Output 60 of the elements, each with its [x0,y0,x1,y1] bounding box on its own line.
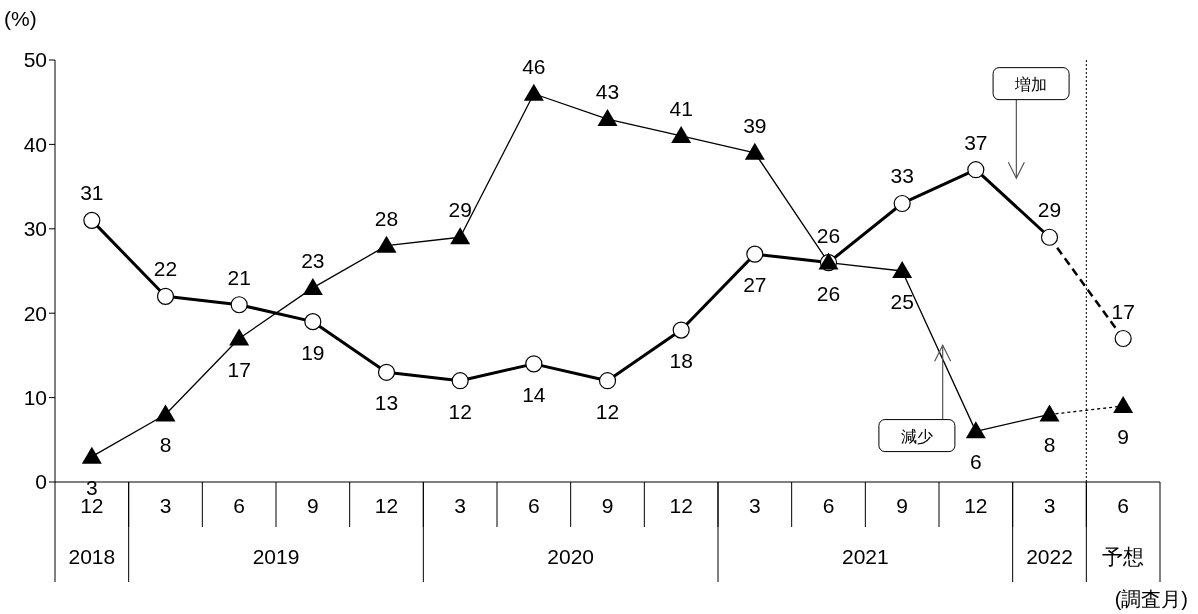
text: 増加 [1014,75,1048,93]
data-label: 6 [969,450,982,474]
y-axis-title: (%) [4,7,37,30]
data-label: 41 [669,96,693,120]
data-label: 8 [159,433,172,457]
x-tick-label: 3 [454,493,467,517]
x-tick-label: 12 [669,493,693,517]
text: (調査月) [1114,588,1188,610]
data-label: 22 [153,257,178,281]
x-tick-label: 9 [601,493,614,517]
data-label: 12 [448,399,472,423]
x-tick-label: 3 [748,493,761,517]
text: 2018 [68,545,116,568]
x-tick-label: 9 [896,493,909,517]
data-label: 27 [743,273,767,297]
data-label: 37 [964,130,988,154]
x-tick-label: 12 [964,493,988,517]
data-label: 26 [816,223,841,247]
data-label: 17 [1111,299,1135,323]
data-label: 21 [227,265,251,289]
text: 減少 [900,427,933,445]
y-tick-label: 30 [23,217,47,241]
data-label: 12 [595,399,620,423]
data-label: 46 [522,54,546,78]
data-label: 18 [669,349,693,373]
x-tick-label: 3 [1043,493,1056,517]
data-label: 26 [816,281,841,305]
data-label: 8 [1043,433,1056,457]
text: 2019 [252,545,300,568]
data-label: 13 [374,391,399,415]
x-tick-label: 6 [233,493,246,517]
y-tick-label: 10 [23,386,47,410]
text: 2022 [1026,545,1073,568]
x-tick-label: 12 [374,493,399,517]
data-label: 17 [227,357,251,381]
y-tick-label: 0 [35,470,47,494]
y-tick-label: 50 [23,48,47,72]
y-tick-label: 20 [23,301,47,325]
data-label: 39 [743,113,767,137]
x-tick-label: 9 [306,493,319,517]
x-tick-label: 6 [822,493,835,517]
text: 予想 [1102,545,1145,568]
data-label: 43 [595,80,620,104]
y-tick-label: 40 [23,132,47,156]
data-label: 29 [448,198,472,222]
x-tick-label: 3 [159,493,172,517]
data-label: 23 [301,248,325,272]
data-label: 33 [890,164,914,188]
x-tick-label: 6 [527,493,540,517]
data-label: 31 [80,181,104,205]
data-label: 19 [301,340,325,364]
data-label: 3 [85,475,98,499]
data-label: 29 [1037,198,1062,222]
data-label: 25 [890,290,914,313]
text: 2020 [547,545,595,568]
data-label: 28 [374,206,399,230]
x-tick-label: 6 [1117,493,1130,517]
data-label: 9 [1117,425,1130,449]
data-label: 14 [522,382,546,406]
text: 2021 [841,545,889,568]
